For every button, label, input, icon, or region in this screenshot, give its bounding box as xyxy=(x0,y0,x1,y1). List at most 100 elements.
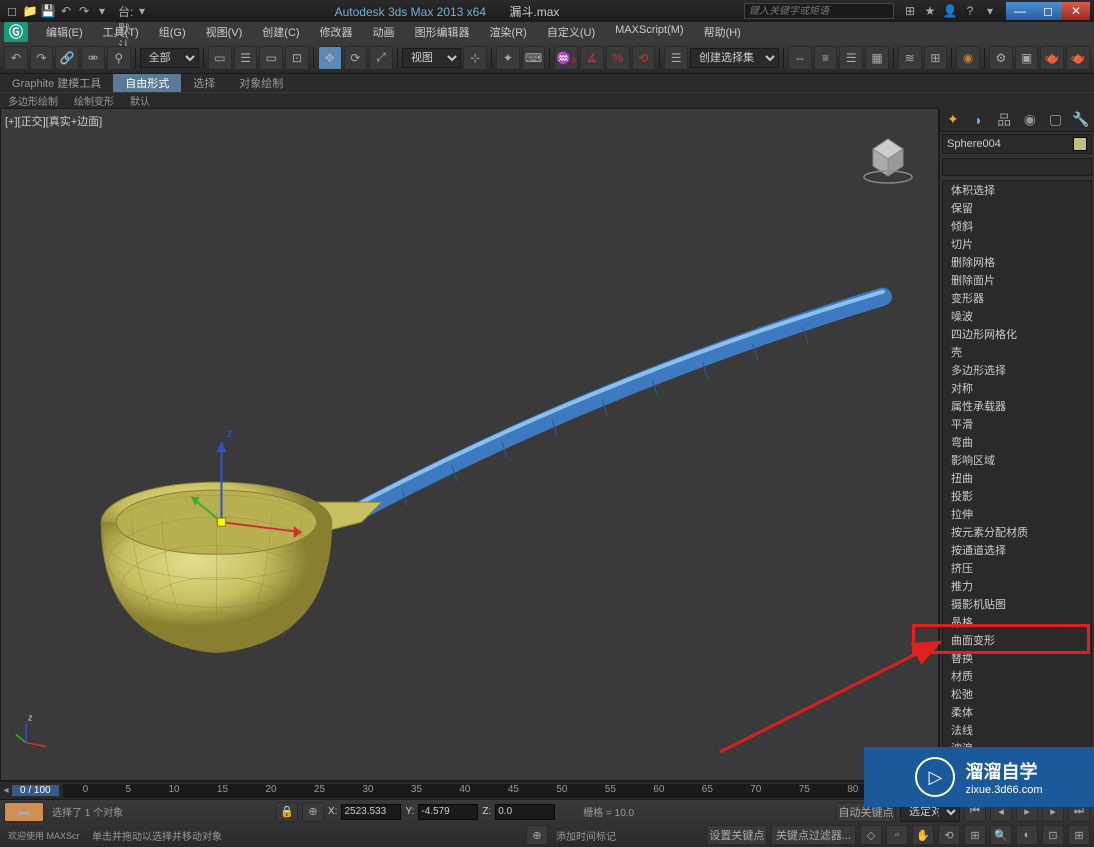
modifier-item[interactable]: 噪波 xyxy=(943,307,1091,325)
x-coord-input[interactable] xyxy=(341,804,401,820)
app-logo[interactable]: Ⓖ xyxy=(4,22,28,42)
setkey-button[interactable]: 设置关键点 xyxy=(707,825,767,845)
snap-button[interactable]: ♒₃ xyxy=(554,46,578,70)
percent-snap-button[interactable]: % xyxy=(606,46,630,70)
fov-button[interactable]: ◐ xyxy=(1016,825,1038,845)
manipulate-button[interactable]: ✦ xyxy=(496,46,520,70)
maximize-viewport-button[interactable]: ⊞ xyxy=(964,825,986,845)
modifier-item[interactable]: 弯曲 xyxy=(943,433,1091,451)
menu-item[interactable]: 图形编辑器 xyxy=(405,24,480,40)
unlink-button[interactable]: ⚮ xyxy=(81,46,105,70)
help-icon[interactable]: ? xyxy=(962,3,978,19)
lock-selection-button[interactable]: 🔒 xyxy=(276,802,298,822)
favorite-icon[interactable]: ★ xyxy=(922,3,938,19)
pan-button[interactable]: ✋ xyxy=(912,825,934,845)
rotate-button[interactable]: ⟳ xyxy=(344,46,368,70)
redo-icon[interactable]: ↷ xyxy=(76,3,92,19)
menu-item[interactable]: 创建(C) xyxy=(252,24,309,40)
named-selection-dropdown[interactable]: 创建选择集 xyxy=(690,48,779,68)
modifier-item[interactable]: 变形器 xyxy=(943,289,1091,307)
selection-filter-dropdown[interactable]: 全部 xyxy=(140,48,199,68)
menu-item[interactable]: 工具(T) xyxy=(93,24,149,40)
modifier-item[interactable]: 挤压 xyxy=(943,559,1091,577)
pivot-button[interactable]: ⊹ xyxy=(463,46,487,70)
isolate-button[interactable]: ◇ xyxy=(860,825,882,845)
select-name-button[interactable]: ☰ xyxy=(234,46,258,70)
modifier-item[interactable]: 曲面变形 xyxy=(943,631,1091,649)
modifier-item[interactable]: 倾斜 xyxy=(943,217,1091,235)
display-tab-icon[interactable]: ▢ xyxy=(1045,110,1065,130)
link-button[interactable]: 🔗 xyxy=(55,46,79,70)
modifier-item[interactable]: 投影 xyxy=(943,487,1091,505)
modifier-item[interactable]: 删除网格 xyxy=(943,253,1091,271)
modifier-item[interactable]: 柔体 xyxy=(943,703,1091,721)
menu-item[interactable]: 帮助(H) xyxy=(694,24,751,40)
modifier-item[interactable]: 四边形网格化 xyxy=(943,325,1091,343)
z-coord-input[interactable] xyxy=(495,804,555,820)
modifier-item[interactable]: 松弛 xyxy=(943,685,1091,703)
material-editor-button[interactable]: ◉ xyxy=(956,46,980,70)
minimize-button[interactable]: — xyxy=(1006,2,1034,20)
modifier-item[interactable]: 摄影机贴图 xyxy=(943,595,1091,613)
menu-item[interactable]: 自定义(U) xyxy=(537,24,605,40)
timeline-start-icon[interactable]: ◂ xyxy=(0,785,12,796)
hierarchy-tab-icon[interactable]: 品 xyxy=(994,110,1014,130)
help-dropdown-icon[interactable]: ▾ xyxy=(982,3,998,19)
modifier-item[interactable]: 切片 xyxy=(943,235,1091,253)
spinner-snap-button[interactable]: ⟲ xyxy=(632,46,656,70)
zoom-extents-button[interactable]: ⊡ xyxy=(1042,825,1064,845)
modifier-item[interactable]: 影响区域 xyxy=(943,451,1091,469)
viewcube[interactable] xyxy=(858,129,918,189)
timetag-button[interactable]: ⊕ xyxy=(526,825,548,845)
save-icon[interactable]: 💾 xyxy=(40,3,56,19)
modifier-list[interactable]: 体积选择保留倾斜切片删除网格删除面片变形器噪波四边形网格化壳多边形选择对称属性承… xyxy=(942,180,1092,779)
close-button[interactable]: ✕ xyxy=(1062,2,1090,20)
undo-icon[interactable]: ↶ xyxy=(58,3,74,19)
menu-item[interactable]: 组(G) xyxy=(149,24,196,40)
menu-item[interactable]: 编辑(E) xyxy=(36,24,93,40)
render-frame-button[interactable]: ▣ xyxy=(1015,46,1039,70)
dropdown-icon[interactable]: ▾ xyxy=(94,3,110,19)
redo-button[interactable]: ↷ xyxy=(30,46,54,70)
workspace-dropdown-icon[interactable]: ▾ xyxy=(134,3,150,19)
ribbon-freeform-tab[interactable]: 自由形式 xyxy=(113,74,181,92)
zoom-button[interactable]: 🔍 xyxy=(990,825,1012,845)
modifier-item[interactable]: 材质 xyxy=(943,667,1091,685)
modifier-item[interactable]: 属性承载器 xyxy=(943,397,1091,415)
zoom-extents-all-button[interactable]: ⊞ xyxy=(1068,825,1090,845)
subribbon-polydraw[interactable]: 多边形绘制 xyxy=(0,93,66,108)
modifier-item[interactable]: 删除面片 xyxy=(943,271,1091,289)
min-button[interactable]: ▫ xyxy=(886,825,908,845)
move-button[interactable]: ✥ xyxy=(318,46,342,70)
modifier-item[interactable]: 对称 xyxy=(943,379,1091,397)
modifier-item[interactable]: 多边形选择 xyxy=(943,361,1091,379)
orbit-button[interactable]: ⟲ xyxy=(938,825,960,845)
modifier-item[interactable]: 壳 xyxy=(943,343,1091,361)
bind-button[interactable]: ⚲ xyxy=(107,46,131,70)
y-coord-input[interactable] xyxy=(418,804,478,820)
signin-icon[interactable]: 👤 xyxy=(942,3,958,19)
modify-tab-icon[interactable]: ◗ xyxy=(968,110,988,130)
viewport-label[interactable]: [+][正交][真实+边面] xyxy=(5,113,102,129)
schematic-button[interactable]: ⊞ xyxy=(924,46,948,70)
keyboard-shortcut-button[interactable]: ⌨ xyxy=(522,46,546,70)
modifier-item[interactable]: 按通道选择 xyxy=(943,541,1091,559)
menu-item[interactable]: 修改器 xyxy=(310,24,363,40)
select-button[interactable]: ▭ xyxy=(208,46,232,70)
ribbon-toggle-button[interactable]: ▦ xyxy=(865,46,889,70)
create-tab-icon[interactable]: ✦ xyxy=(943,110,963,130)
object-color-swatch[interactable] xyxy=(1073,137,1087,151)
subribbon-paintdeform[interactable]: 绘制变形 xyxy=(66,93,122,108)
modifier-item[interactable]: 晶格 xyxy=(943,613,1091,631)
utilities-tab-icon[interactable]: 🔧 xyxy=(1071,110,1091,130)
layer-manager-button[interactable]: ☰ xyxy=(839,46,863,70)
modifier-item[interactable]: 推力 xyxy=(943,577,1091,595)
select-region-button[interactable]: ▭ xyxy=(259,46,283,70)
keyfilter-button[interactable]: 关键点过滤器... xyxy=(771,825,856,845)
motion-tab-icon[interactable]: ◉ xyxy=(1020,110,1040,130)
open-icon[interactable]: 📁 xyxy=(22,3,38,19)
subribbon-default[interactable]: 默认 xyxy=(122,93,158,108)
object-name-field[interactable]: Sphere004 xyxy=(942,134,1092,154)
menu-item[interactable]: 动画 xyxy=(363,24,405,40)
new-icon[interactable]: ◻ xyxy=(4,3,20,19)
